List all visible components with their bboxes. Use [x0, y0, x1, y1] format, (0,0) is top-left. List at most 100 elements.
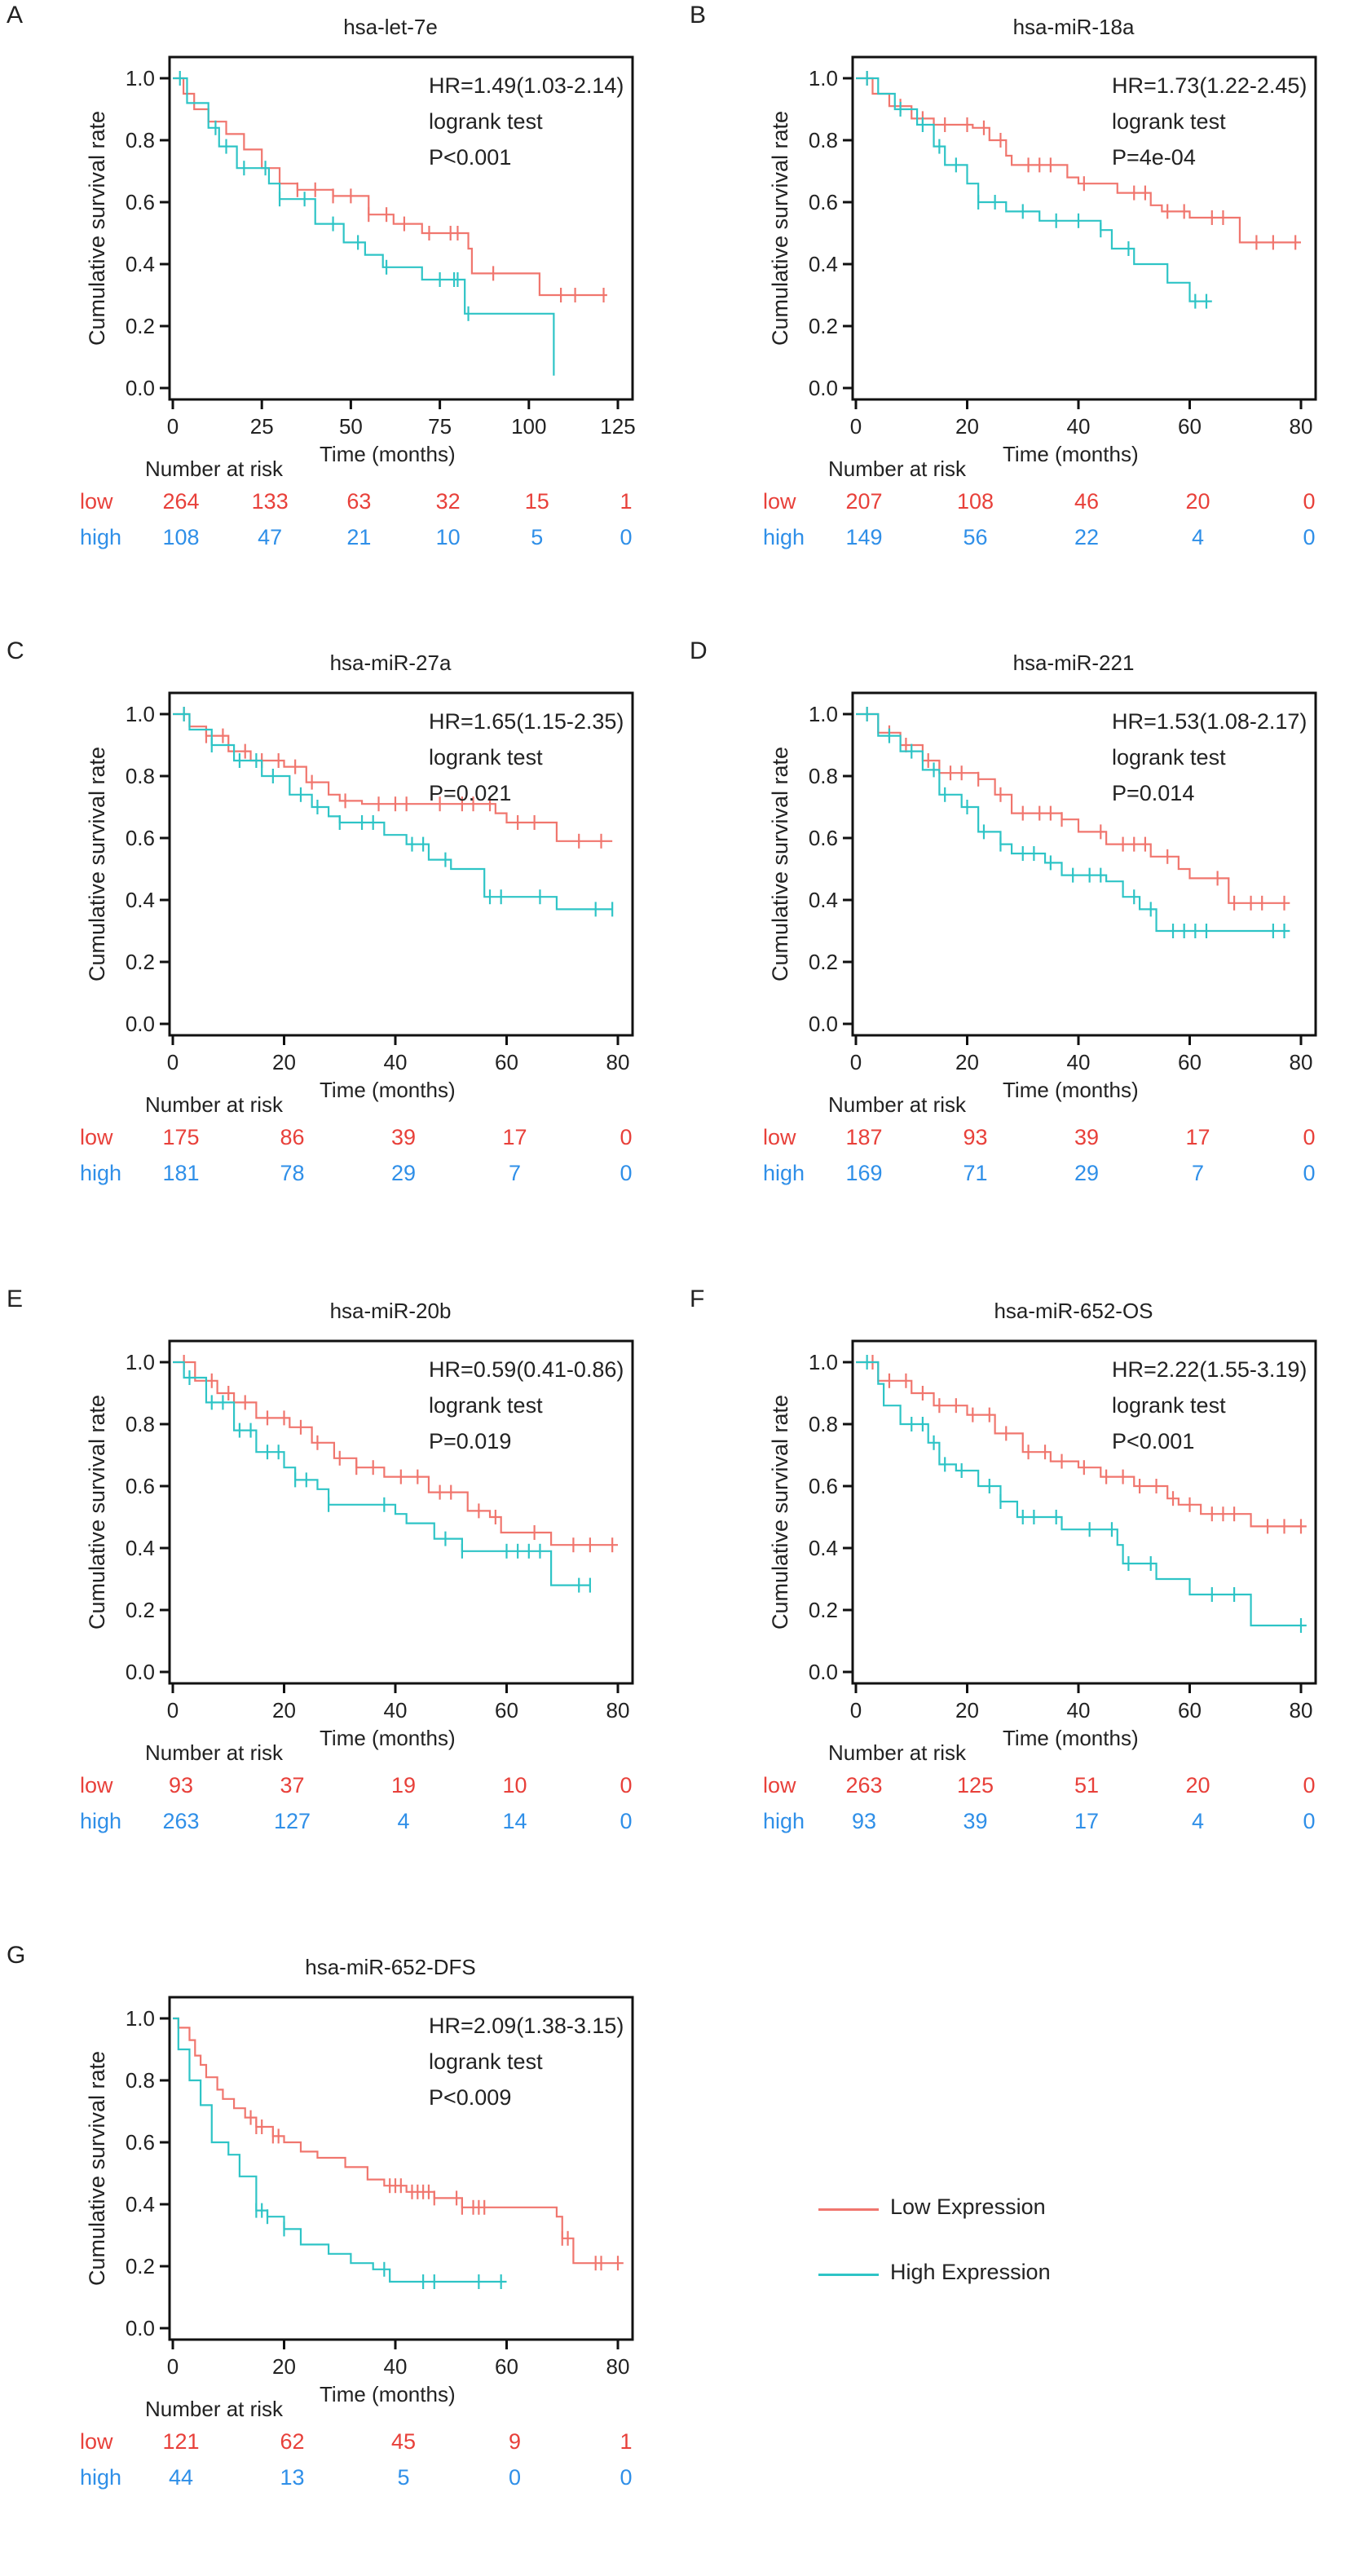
y-tick-label: 0.6	[126, 2130, 155, 2155]
km-plot: 0.0 0.2 0.4 0.6 0.8 1.0 0 25 50 75 100 125 Cumulativ…	[85, 55, 636, 439]
stat-annotation: logrank test	[1112, 109, 1226, 134]
risk-cell: 207	[845, 489, 883, 514]
x-tick-label: 0	[850, 1050, 862, 1074]
risk-row-low: low 121 62 45 9 1	[0, 2429, 683, 2462]
risk-row-low: low 264 133 63 32 15 1	[0, 489, 683, 522]
x-tick-label: 80	[606, 1698, 630, 1722]
legend-label-low: Low Expression	[890, 2194, 1046, 2219]
x-tick-label: 0	[850, 414, 862, 439]
y-tick-label: 0.6	[126, 1474, 155, 1498]
risk-cell: 121	[162, 2429, 200, 2454]
risk-cell: 9	[508, 2429, 522, 2454]
stat-annotation: logrank test	[429, 745, 543, 770]
risk-cell: 5	[397, 2465, 410, 2490]
y-axis-label: Cumulative survival rate	[768, 747, 792, 981]
x-tick-label: 20	[272, 1050, 296, 1074]
panel-letter: D	[690, 637, 708, 664]
risk-cell: 93	[168, 1773, 194, 1797]
x-tick-label: 60	[495, 1698, 518, 1722]
risk-row-high: high 263 127 4 14 0	[0, 1809, 683, 1842]
y-tick-label: 0.8	[126, 128, 155, 152]
risk-row-high: high 181 78 29 7 0	[0, 1161, 683, 1193]
panel-letter: E	[7, 1286, 24, 1312]
x-tick-label: 0	[167, 1050, 179, 1074]
km-curve-low	[856, 77, 1301, 244]
risk-cell: 56	[963, 525, 988, 549]
stat-annotation: HR=1.53(1.08-2.17)	[1112, 709, 1307, 734]
x-tick-label: 125	[600, 414, 635, 439]
y-tick-label: 1.0	[126, 66, 155, 90]
x-tick-label: 20	[272, 2354, 296, 2379]
chart-title: hsa-miR-27a	[329, 651, 452, 675]
y-tick-label: 0.0	[809, 1012, 838, 1036]
x-tick-label: 40	[1067, 414, 1091, 439]
legend-item-high: High Expression	[815, 2258, 1141, 2291]
risk-cell: 10	[435, 525, 461, 549]
stat-annotation: P<0.009	[429, 2085, 511, 2110]
risk-cell: 51	[1074, 1773, 1100, 1797]
risk-cell: 169	[845, 1161, 883, 1185]
risk-cell: 125	[956, 1773, 994, 1797]
panel-letter: A	[7, 2, 24, 29]
plot-frame	[168, 691, 634, 1037]
risk-cell: 13	[280, 2465, 305, 2490]
y-tick-label: 0.4	[126, 2192, 155, 2217]
y-tick-label: 0.0	[126, 1012, 155, 1036]
stat-annotation: HR=2.22(1.55-3.19)	[1112, 1357, 1307, 1382]
km-curve-high	[856, 712, 1290, 933]
risk-row-low: low 207 108 46 20 0	[683, 489, 1366, 522]
risk-cell: 133	[251, 489, 289, 514]
x-tick-label: 20	[955, 414, 979, 439]
risk-cell: 10	[502, 1773, 527, 1797]
risk-row-label: low	[80, 2429, 113, 2454]
risk-cell: 1	[620, 2429, 633, 2454]
stat-annotation: HR=2.09(1.38-3.15)	[429, 2014, 624, 2038]
km-curve-high	[856, 77, 1212, 302]
km-curve-low	[856, 1361, 1307, 1528]
risk-cell: 0	[1303, 489, 1316, 514]
x-tick-label: 40	[384, 1698, 408, 1722]
plot-frame	[168, 55, 634, 401]
x-tick-label: 20	[955, 1050, 979, 1074]
plot-frame	[851, 55, 1317, 401]
x-tick-label: 100	[511, 414, 546, 439]
risk-cell: 15	[524, 489, 549, 514]
km-curve-high	[173, 1361, 590, 1586]
y-tick-label: 0.8	[126, 764, 155, 788]
y-axis-label: Cumulative survival rate	[85, 111, 109, 346]
risk-cell: 14	[502, 1809, 527, 1833]
chart-title: hsa-miR-221	[1012, 651, 1135, 675]
risk-cell: 4	[1191, 525, 1205, 549]
risk-cell: 39	[1074, 1125, 1100, 1149]
y-tick-label: 1.0	[126, 702, 155, 726]
risk-row-label: low	[80, 489, 113, 514]
risk-cell: 17	[502, 1125, 527, 1149]
legend-swatch-low	[818, 2208, 879, 2211]
chart-title: hsa-miR-652-DFS	[305, 1955, 476, 1979]
x-tick-label: 80	[606, 1050, 630, 1074]
x-axis-label: Time (months)	[1003, 1726, 1139, 1750]
risk-row-high: high 93 39 17 4 0	[683, 1809, 1366, 1842]
risk-table-title: Number at risk	[828, 1740, 967, 1765]
risk-cell: 93	[851, 1809, 877, 1833]
x-axis-label: Time (months)	[1003, 442, 1139, 466]
stat-annotation: logrank test	[429, 1393, 543, 1418]
y-tick-label: 0.6	[126, 826, 155, 850]
risk-cell: 37	[280, 1773, 305, 1797]
stat-annotation: HR=0.59(0.41-0.86)	[429, 1357, 624, 1382]
risk-cell: 0	[1303, 1125, 1316, 1149]
risk-cell: 0	[508, 2465, 522, 2490]
risk-cell: 20	[1185, 1773, 1210, 1797]
risk-cell: 71	[963, 1161, 988, 1185]
km-plot: 0.0 0.2 0.4 0.6 0.8 1.0 0 20 40 60 80 Cumulative su…	[768, 691, 1317, 1074]
risk-cell: 21	[346, 525, 372, 549]
risk-row-low: low 263 125 51 20 0	[683, 1773, 1366, 1806]
risk-cell: 4	[397, 1809, 410, 1833]
y-tick-label: 0.4	[126, 888, 155, 912]
y-tick-label: 0.0	[126, 376, 155, 400]
stat-annotation: logrank test	[1112, 745, 1226, 770]
